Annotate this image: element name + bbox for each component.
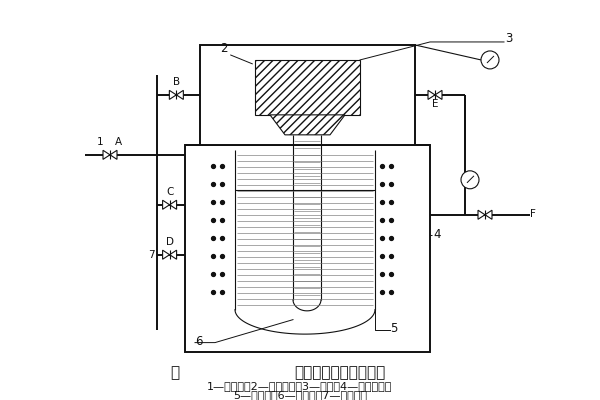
Text: E: E	[432, 99, 438, 109]
Bar	[185, 145, 430, 352]
Text: 6: 6	[195, 335, 203, 348]
Text: 5: 5	[390, 322, 397, 335]
Text: 4: 4	[433, 228, 440, 241]
Polygon shape	[478, 210, 485, 219]
Polygon shape	[163, 250, 170, 259]
Text: 7: 7	[148, 250, 155, 260]
Text: D: D	[166, 237, 173, 247]
Text: 1—抽真空；2—上真空室；3—铸型；4—下真空室；: 1—抽真空；2—上真空室；3—铸型；4—下真空室；	[208, 380, 392, 390]
Text: C: C	[166, 187, 173, 197]
Polygon shape	[170, 200, 176, 209]
Polygon shape	[485, 210, 492, 219]
Bar	[200, 45, 415, 145]
Polygon shape	[428, 90, 435, 100]
Polygon shape	[270, 115, 345, 135]
Text: 2: 2	[220, 42, 227, 55]
Polygon shape	[103, 150, 110, 159]
Text: 图: 图	[170, 366, 179, 380]
Circle shape	[481, 51, 499, 69]
Circle shape	[461, 171, 479, 189]
Text: 真空压差铸造工艺原理: 真空压差铸造工艺原理	[295, 366, 386, 380]
Polygon shape	[176, 90, 184, 100]
Text: 1: 1	[97, 137, 103, 147]
Polygon shape	[169, 90, 176, 100]
Polygon shape	[170, 250, 176, 259]
Text: F: F	[530, 209, 536, 219]
Polygon shape	[435, 90, 442, 100]
Polygon shape	[110, 150, 117, 159]
Text: 5—电阻炉；6—升液管；7—氮气入口: 5—电阻炉；6—升液管；7—氮气入口	[233, 390, 367, 400]
Text: 3: 3	[505, 32, 512, 45]
Text: B: B	[173, 77, 180, 87]
Polygon shape	[163, 200, 170, 209]
Bar	[255, 60, 360, 115]
Text: A: A	[115, 137, 122, 147]
